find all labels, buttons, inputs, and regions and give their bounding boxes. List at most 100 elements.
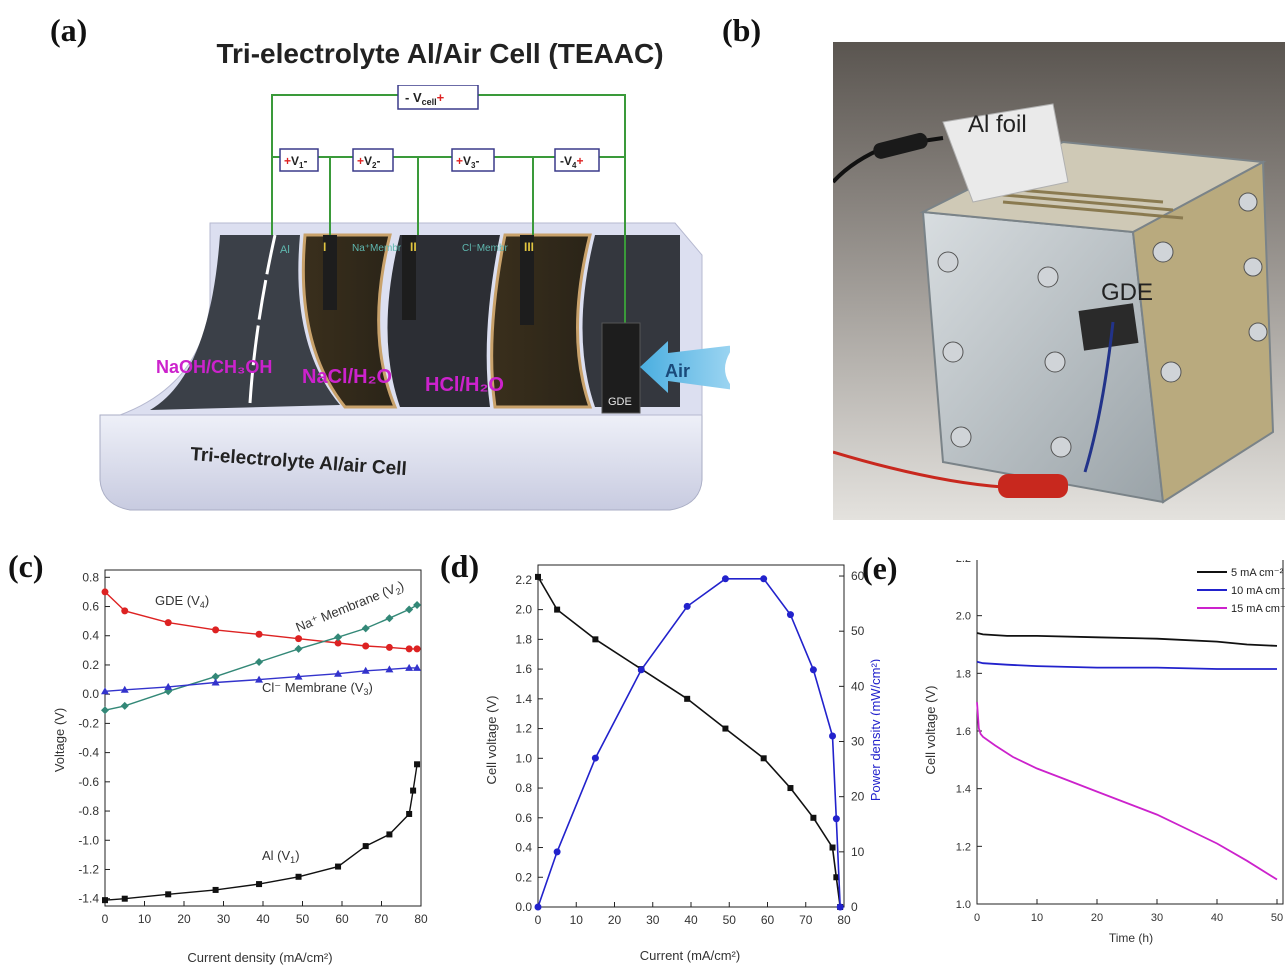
red-wire <box>833 450 1004 489</box>
data-point <box>334 669 343 677</box>
air-arrow <box>640 341 730 393</box>
y2-tick-label: 30 <box>851 735 865 749</box>
data-point <box>405 645 413 653</box>
chart-e-ylabel: Cell voltage (V) <box>923 686 938 775</box>
y-tick-label: 0.2 <box>82 658 99 672</box>
y-tick-label: 0.0 <box>82 687 99 701</box>
v3-box: +V3- <box>451 148 495 172</box>
data-point <box>637 666 645 674</box>
panel-label-c: (c) <box>8 548 44 584</box>
data-point <box>120 685 129 693</box>
y-tick-label: -1.2 <box>78 862 99 876</box>
x-tick-label: 30 <box>217 912 231 926</box>
data-point <box>592 636 599 643</box>
legend-label: 15 mA cm⁻² <box>1231 603 1285 615</box>
data-point <box>294 672 303 680</box>
data-point <box>102 897 108 904</box>
x-tick-label: 20 <box>177 912 191 926</box>
series-line-1 <box>537 578 841 908</box>
label-na-membrane: Na⁺Membr <box>352 243 402 254</box>
y-tick-label: -0.4 <box>78 746 99 760</box>
chart-c-xlabel: Current density (mA/cm²) <box>187 950 332 965</box>
y-tick-label: 1.8 <box>956 668 971 680</box>
y-tick-label: 0.8 <box>515 781 532 795</box>
data-point <box>832 815 840 823</box>
series-line-1 <box>976 660 1277 670</box>
y-tick-label: 2.0 <box>956 611 971 623</box>
data-point <box>362 642 370 650</box>
legend-label: 5 mA cm⁻² <box>1231 567 1284 579</box>
data-point <box>535 573 541 580</box>
y-tick-label: 1.4 <box>515 692 532 706</box>
chart-d-axes: 0 10 20 30 40 50 60 70 80 0.0 0.2 0.4 0.6 0.8 1.0 1.2 1.… <box>515 569 864 927</box>
data-point <box>405 605 414 614</box>
y-tick-label: 1.2 <box>515 722 532 736</box>
chamber-1 <box>150 235 340 410</box>
data-point <box>211 678 220 686</box>
chart-e-axes: 0 10 20 30 40 50 1.0 1.2 1.4 1.6 1.8 2.0 2.2 <box>956 560 1283 924</box>
data-point <box>554 606 561 613</box>
data-point <box>120 701 129 710</box>
panel-label-a: (a) <box>50 12 88 48</box>
svg-text:+V2-: +V2- <box>357 154 380 170</box>
x-tick-label: 70 <box>375 912 389 926</box>
series-line-0 <box>976 632 1278 647</box>
series-line-3 <box>104 764 418 901</box>
chart-d-ylabel: Cell voltage (V) <box>484 696 499 785</box>
y-tick-label: 1.6 <box>956 726 971 738</box>
v1-box: +V1- <box>279 148 319 172</box>
chart-e: 0 10 20 30 40 50 1.0 1.2 1.4 1.6 1.8 2.0 2.2 5 mA cm… <box>923 560 1285 945</box>
data-point <box>405 663 414 671</box>
x-tick-label: 80 <box>837 913 851 927</box>
data-point <box>385 643 393 651</box>
legend-label: 10 mA cm⁻² <box>1231 585 1285 597</box>
data-point <box>164 619 172 627</box>
data-point <box>413 645 421 653</box>
x-tick-label: 50 <box>296 912 310 926</box>
chart-d-frame <box>537 564 845 908</box>
panel-label-d: (d) <box>440 548 480 584</box>
y-tick-label: -1.0 <box>78 833 99 847</box>
data-point <box>255 675 264 683</box>
annotation-al: Al (V1) <box>262 848 300 865</box>
label-roman-2: II <box>410 240 417 254</box>
data-point <box>787 785 794 792</box>
screws <box>937 192 1268 458</box>
cell-base <box>99 414 703 511</box>
label-roman-1: I <box>323 240 326 254</box>
annotation-na-membrane: Na⁺ Membrane (V2) <box>294 578 407 637</box>
y-tick-label: 1.8 <box>515 632 532 646</box>
chart-d: 0 10 20 30 40 50 60 70 80 0.0 0.2 0.4 0.6 0.8 1.0 1.2 1.… <box>484 564 880 963</box>
data-point <box>334 639 342 647</box>
chart-c-axes: 0 10 20 30 40 50 60 70 80 -1.4 -1.2 -1.0 -0.8 -0.6 -0.… <box>78 570 428 926</box>
data-point <box>212 886 219 893</box>
y-tick-label: -0.6 <box>78 775 99 789</box>
label-cl-membrane: Cl⁻Membr <box>462 243 509 254</box>
svg-text:- Vcell+: - Vcell+ <box>405 90 445 107</box>
y-tick-label: -0.2 <box>78 716 99 730</box>
x-tick-label: 30 <box>1151 912 1163 924</box>
data-point <box>833 874 840 881</box>
gde-photo-label: GDE <box>1101 279 1153 306</box>
al-foil-label: Al foil <box>968 111 1027 138</box>
y2-tick-label: 40 <box>851 679 865 693</box>
electrolyte-naoh: NaOH/CH₃OH <box>156 357 272 377</box>
y-tick-label: 0.2 <box>515 870 532 884</box>
chart-d-y2label: Power density (mW/cm²) <box>868 659 880 801</box>
chart-e-xlabel: Time (h) <box>1109 931 1153 945</box>
black-clip <box>873 132 928 159</box>
gde-label: GDE <box>608 396 632 408</box>
al-foil-electrode <box>248 234 277 404</box>
x-tick-label: 30 <box>646 913 660 927</box>
air-label: Air <box>665 361 690 381</box>
ref-electrode-1 <box>323 235 337 310</box>
data-point <box>683 602 691 610</box>
svg-text:-V4+: -V4+ <box>560 154 583 170</box>
vcell-box: - Vcell+ <box>397 85 479 110</box>
data-point <box>295 635 303 643</box>
y-tick-label: 2.2 <box>956 560 971 565</box>
data-point <box>101 687 109 695</box>
data-point <box>361 624 370 633</box>
x-tick-label: 10 <box>1031 912 1043 924</box>
x-tick-label: 10 <box>138 912 152 926</box>
